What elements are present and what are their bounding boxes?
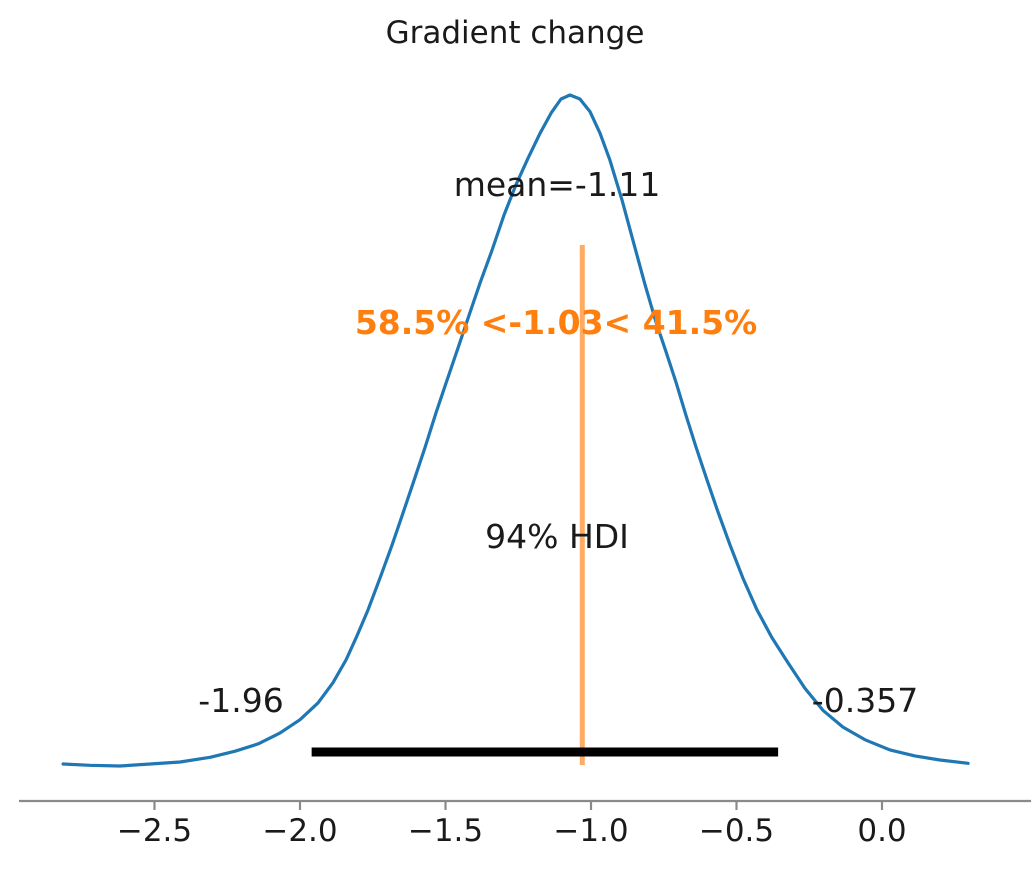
hdi-upper-label: -0.357 bbox=[811, 681, 919, 720]
x-tick-label: −2.0 bbox=[262, 813, 338, 849]
x-tick-label: −2.5 bbox=[116, 813, 193, 849]
x-tick-label: −1.5 bbox=[407, 813, 484, 849]
hdi-lower-label: -1.96 bbox=[198, 681, 284, 720]
x-tick-label: −1.0 bbox=[553, 813, 629, 849]
x-tick-label: −0.5 bbox=[698, 813, 775, 849]
x-tick-label: 0.0 bbox=[857, 813, 907, 849]
kde-curve bbox=[61, 93, 970, 768]
plot-title: Gradient change bbox=[385, 15, 645, 51]
ref-value-label: 58.5% <-1.03< 41.5% bbox=[354, 303, 758, 342]
x-axis-ticks bbox=[153, 801, 884, 810]
mean-label: mean=-1.11 bbox=[453, 165, 661, 204]
hdi-label: 94% HDI bbox=[485, 517, 629, 556]
